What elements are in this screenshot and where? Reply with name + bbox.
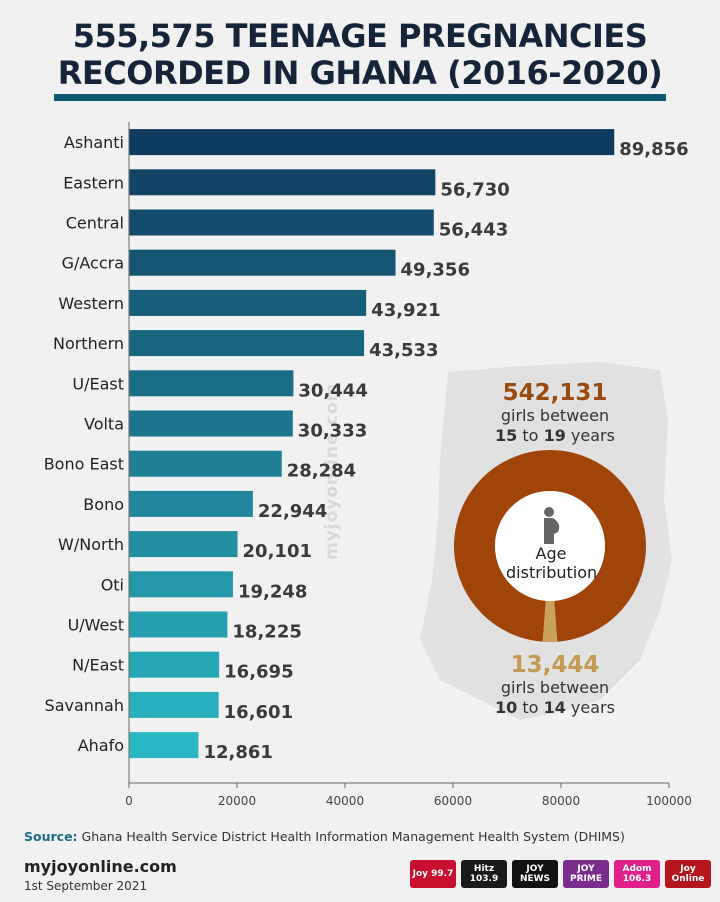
category-label-1: Eastern [63,173,124,192]
value-label-4: 43,921 [371,300,440,321]
media-logos: Joy 99.7 Hitz 103.9 JOY NEWS JOY PRIME A… [410,860,711,888]
donut-center-label-line1: Age [535,544,567,563]
bar-1 [129,169,436,196]
x-tick-label-3: 60000 [434,794,472,808]
bar-9 [129,490,253,517]
bar-13 [129,651,220,678]
older-age-from: 15 [495,426,518,445]
bar-chart: Ashanti 89,856 Eastern 56,730 Central 56,443 G… [44,122,692,808]
bar-14 [129,691,219,718]
bar-7 [129,410,293,437]
value-label-0: 89,856 [619,139,688,160]
value-label-11: 19,248 [238,581,307,602]
source-label: Source: [24,829,78,844]
category-label-2: Central [66,214,124,233]
category-label-0: Ashanti [64,133,124,152]
younger-girls-count: 13,444 [510,652,600,678]
value-label-10: 20,101 [243,541,312,562]
donut-center-label-line2: distribution [506,563,598,582]
bar-8 [129,450,282,477]
x-tick-label-2: 40000 [326,794,364,808]
bar-0 [129,129,615,156]
category-label-3: G/Accra [62,254,124,273]
x-tick-label-0: 0 [125,794,133,808]
site-name: myjoyonline.com [24,857,177,876]
x-tick-label-4: 80000 [542,794,580,808]
category-label-7: Volta [84,415,124,434]
category-label-14: Savannah [45,696,124,715]
value-label-5: 43,533 [369,340,438,361]
donut-slice-10-14 [542,600,558,642]
logo-hitz-fm: Hitz 103.9 [461,860,507,888]
older-age-to: 19 [543,426,566,445]
category-label-5: Northern [53,334,124,353]
age-donut-chart [454,450,646,642]
bar-3 [129,249,396,276]
bar-6 [129,370,294,397]
bar-2 [129,209,434,236]
bar-5 [129,330,365,357]
older-girls-caption-line2: 15 to 19 years [470,426,640,445]
logo-adom-fm: Adom 106.3 [614,860,660,888]
younger-age-unit: years [570,698,615,717]
bar-15 [129,732,199,759]
bar-4 [129,289,367,316]
x-tick-label-1: 20000 [218,794,256,808]
title-line-2: RECORDED IN GHANA (2016-2020) [57,54,663,92]
logo-joy-prime: JOY PRIME [563,860,609,888]
title-underline [54,94,666,101]
title-line-1: 555,575 TEENAGE PREGNANCIES [72,17,648,55]
page-title: 555,575 TEENAGE PREGNANCIES RECORDED IN … [0,18,720,92]
value-label-13: 16,695 [224,662,293,683]
older-girls-caption-line1: girls between [500,406,610,425]
source-note: Source: Ghana Health Service District He… [24,829,625,844]
donut-hole [495,491,605,601]
value-label-9: 22,944 [258,501,327,522]
category-label-11: Oti [101,575,124,594]
pregnant-woman-icon [544,507,560,544]
logo-joy-news: JOY NEWS [512,860,558,888]
bar-11 [129,571,233,598]
logo-joy-online: Joy Online [665,860,711,888]
younger-girls-caption-line1: girls between [500,678,610,697]
older-girls-count: 542,131 [502,380,608,406]
category-label-6: U/East [72,374,124,393]
bar-12 [129,611,228,638]
publish-date: 1st September 2021 [24,879,148,893]
category-label-13: N/East [72,656,124,675]
category-label-15: Ahafo [78,736,124,755]
older-age-to-word: to [522,426,539,445]
donut-slice-15-19 [454,450,646,642]
younger-age-to-word: to [522,698,539,717]
value-label-6: 30,444 [298,380,367,401]
value-label-3: 49,356 [401,260,470,281]
younger-age-from: 10 [495,698,518,717]
younger-girls-caption-line2: 10 to 14 years [470,698,640,717]
value-label-14: 16,601 [224,702,293,723]
value-label-7: 30,333 [298,421,367,442]
bar-10 [129,531,238,558]
value-label-15: 12,861 [203,742,272,763]
category-label-8: Bono East [44,455,124,474]
value-label-2: 56,443 [439,220,508,241]
source-text: Ghana Health Service District Health Inf… [81,829,625,844]
older-age-unit: years [570,426,615,445]
category-label-10: W/North [58,535,124,554]
category-label-9: Bono [83,495,124,514]
value-label-12: 18,225 [232,622,301,643]
x-tick-label-5: 100000 [646,794,692,808]
category-label-4: Western [58,294,124,313]
donut-center-label: Age distribution [506,544,598,582]
value-label-8: 28,284 [287,461,356,482]
younger-age-to: 14 [543,698,566,717]
value-label-1: 56,730 [440,179,509,200]
logo-joy-fm: Joy 99.7 [410,860,456,888]
category-label-12: U/West [68,616,124,635]
